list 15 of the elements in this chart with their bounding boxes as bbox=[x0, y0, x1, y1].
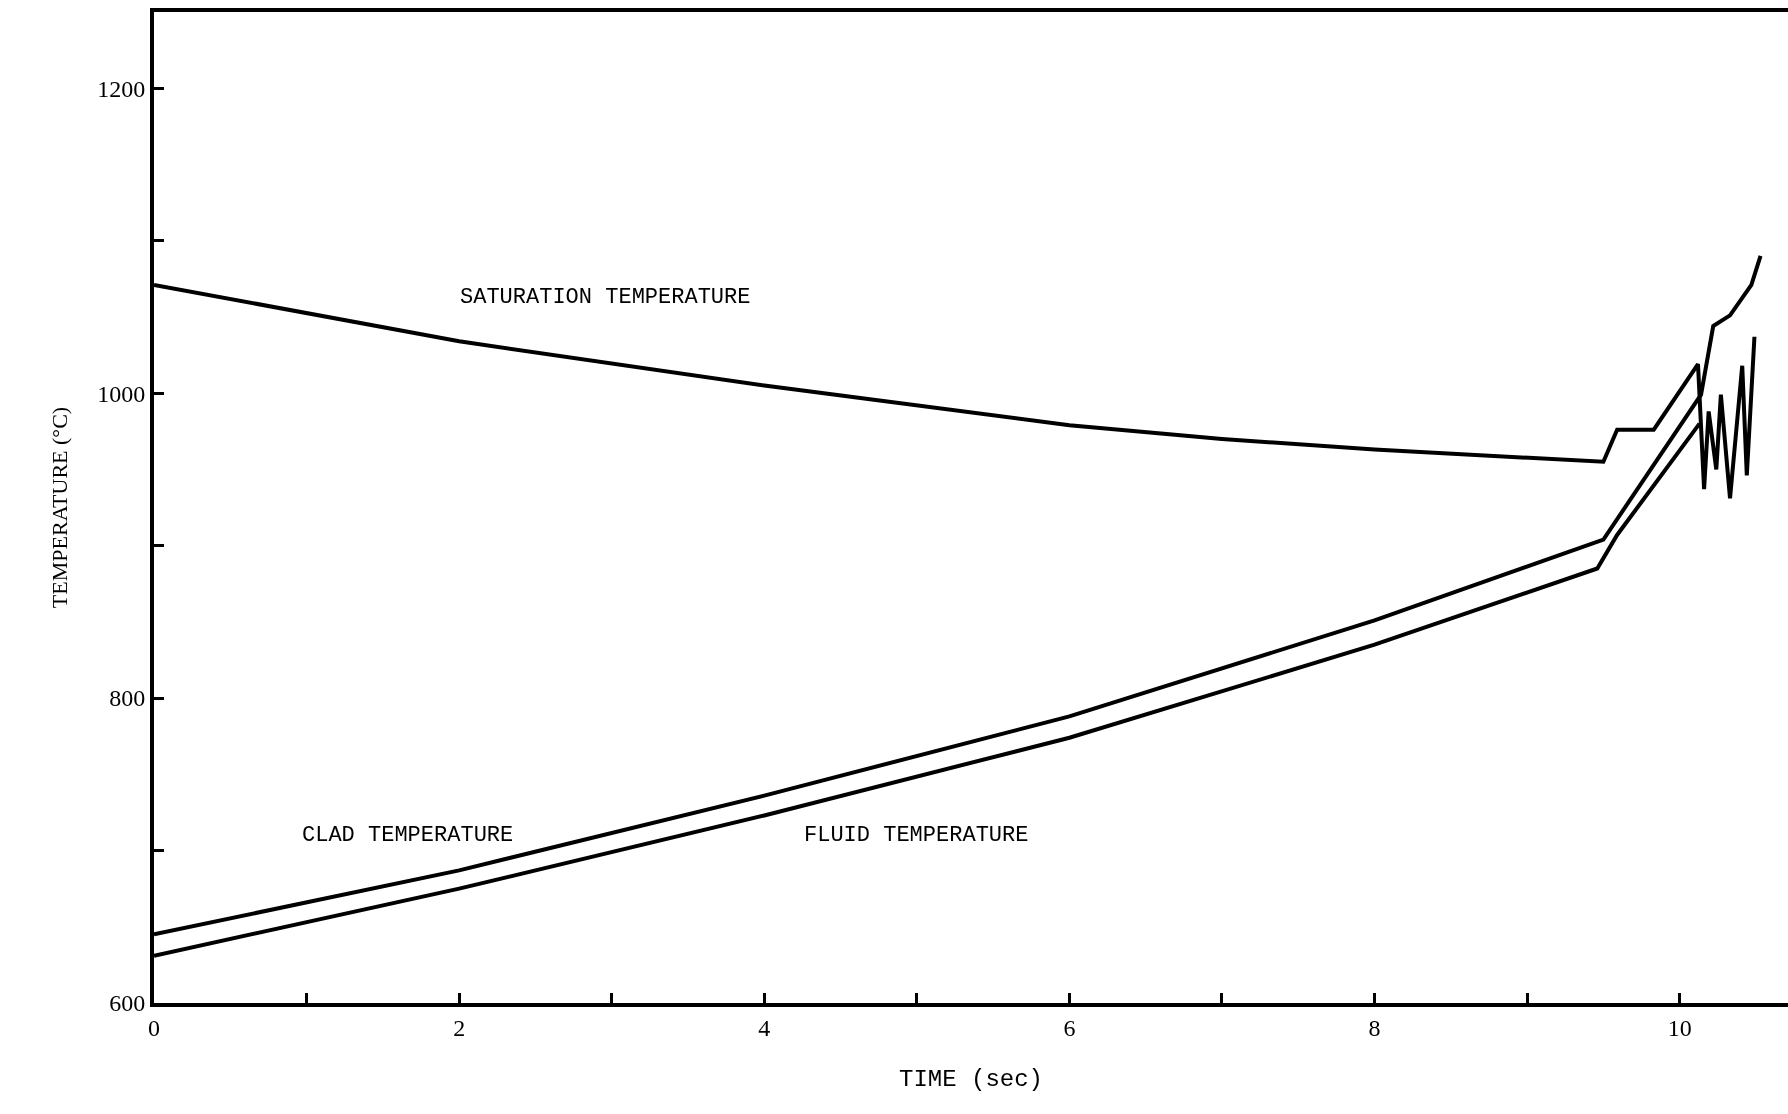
x-tick-label: 0 bbox=[148, 1014, 160, 1041]
series-label: FLUID TEMPERATURE bbox=[804, 823, 1029, 848]
x-tick-label: 10 bbox=[1667, 1014, 1692, 1041]
x-tick-label: 8 bbox=[1368, 1014, 1381, 1041]
y-tick-label: 800 bbox=[109, 685, 146, 712]
series-label: SATURATION TEMPERATURE bbox=[460, 285, 751, 310]
series-label: CLAD TEMPERATURE bbox=[302, 823, 514, 848]
y-tick-label: 600 bbox=[109, 990, 146, 1017]
x-axis-title: TIME (sec) bbox=[898, 1065, 1044, 1093]
y-axis-title: TEMPERATURE (°C) bbox=[46, 406, 72, 609]
y-tick-label: 1000 bbox=[97, 380, 146, 407]
x-tick-label: 2 bbox=[453, 1014, 466, 1041]
x-tick-label: 6 bbox=[1063, 1014, 1076, 1041]
y-tick-label: 1200 bbox=[97, 75, 146, 102]
x-tick-label: 4 bbox=[758, 1014, 771, 1041]
